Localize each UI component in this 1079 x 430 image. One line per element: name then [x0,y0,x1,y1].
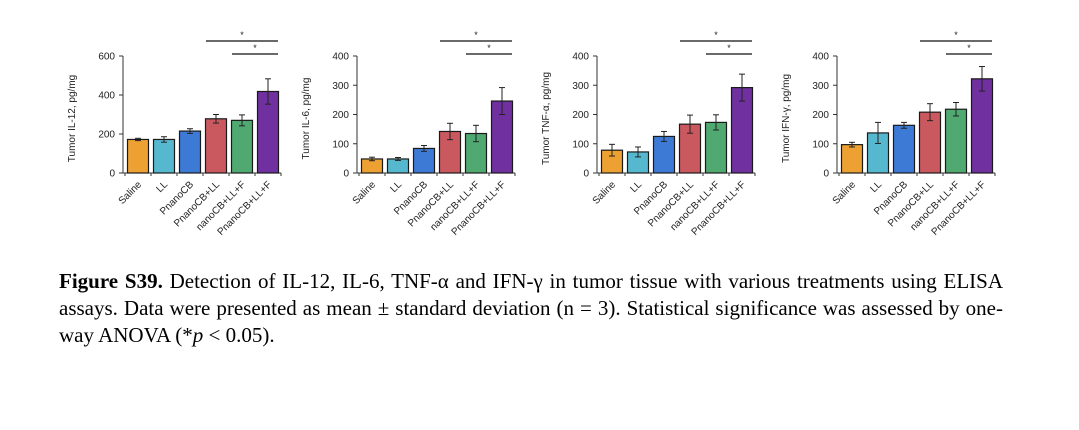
y-axis-title: Tumor IL-6, pg/mg [301,78,312,160]
y-axis-title: Tumor IL-12, pg/mg [67,75,78,162]
y-tick-label: 0 [583,169,589,180]
category-label: Saline [591,179,619,207]
significance-star: * [253,43,257,53]
figure-caption: Figure S39. Detection of IL-12, IL-6, TN… [59,268,1003,349]
category-label: LL [628,179,644,195]
significance-star: * [954,30,958,40]
y-tick-label: 200 [98,130,115,141]
bar-ll [386,158,410,174]
y-tick-label: 300 [812,81,829,92]
category-label: Saline [117,179,145,207]
y-tick-label: 400 [812,52,829,63]
bar-ll [152,138,176,174]
bar-nanocb-plus-ll-plus-f [944,108,968,174]
y-tick-label: 400 [332,52,349,63]
y-tick-label: 200 [572,110,589,121]
y-tick-label: 100 [332,139,349,150]
bar-saline [840,144,864,174]
y-tick-label: 200 [812,110,829,121]
bar-pnanocb [652,135,676,174]
y-tick-label: 300 [332,81,349,92]
category-label: Saline [831,179,859,207]
significance-star: * [487,43,491,53]
category-label: LL [868,179,884,195]
caption-text: Detection of IL-12, IL-6, TNF-α and IFN-… [59,269,1003,347]
y-tick-label: 600 [98,52,115,63]
y-tick-label: 0 [823,169,829,180]
caption-p-symbol: p [192,323,204,347]
caption-text-end: < 0.05). [203,323,275,347]
y-axis-title: Tumor IFN-γ, pg/mg [781,74,792,163]
caption-label: Figure S39. [59,269,163,293]
figure-panel: 0 200 400 600 Tumor IL-12, pg/mg Saline LL Pnan… [67,30,996,238]
category-label: LL [154,179,170,195]
y-tick-label: 0 [109,169,115,180]
bar-pnanocb-plus-ll [204,118,228,174]
y-tick-label: 100 [572,139,589,150]
y-tick-label: 300 [572,81,589,92]
bar-nanocb-plus-ll-plus-f [230,119,254,174]
bar-pnanocb-plus-ll-plus-f [970,78,994,174]
y-tick-label: 100 [812,139,829,150]
bar-pnanocb-plus-ll [918,111,942,174]
category-label: LL [388,179,404,195]
bar-pnanocb [178,130,202,174]
significance-star: * [240,30,244,40]
y-tick-label: 200 [332,110,349,121]
y-tick-label: 0 [343,169,349,180]
significance-star: * [967,43,971,53]
bar-pnanocb [892,124,916,174]
category-label: Saline [351,179,379,207]
significance-star: * [474,30,478,40]
bar-pnanocb [412,147,436,174]
significance-star: * [727,43,731,53]
y-axis-title: Tumor TNF-α, pg/mg [541,72,552,165]
y-tick-label: 400 [98,91,115,102]
y-tick-label: 400 [572,52,589,63]
significance-star: * [714,30,718,40]
bar-saline [126,138,150,174]
